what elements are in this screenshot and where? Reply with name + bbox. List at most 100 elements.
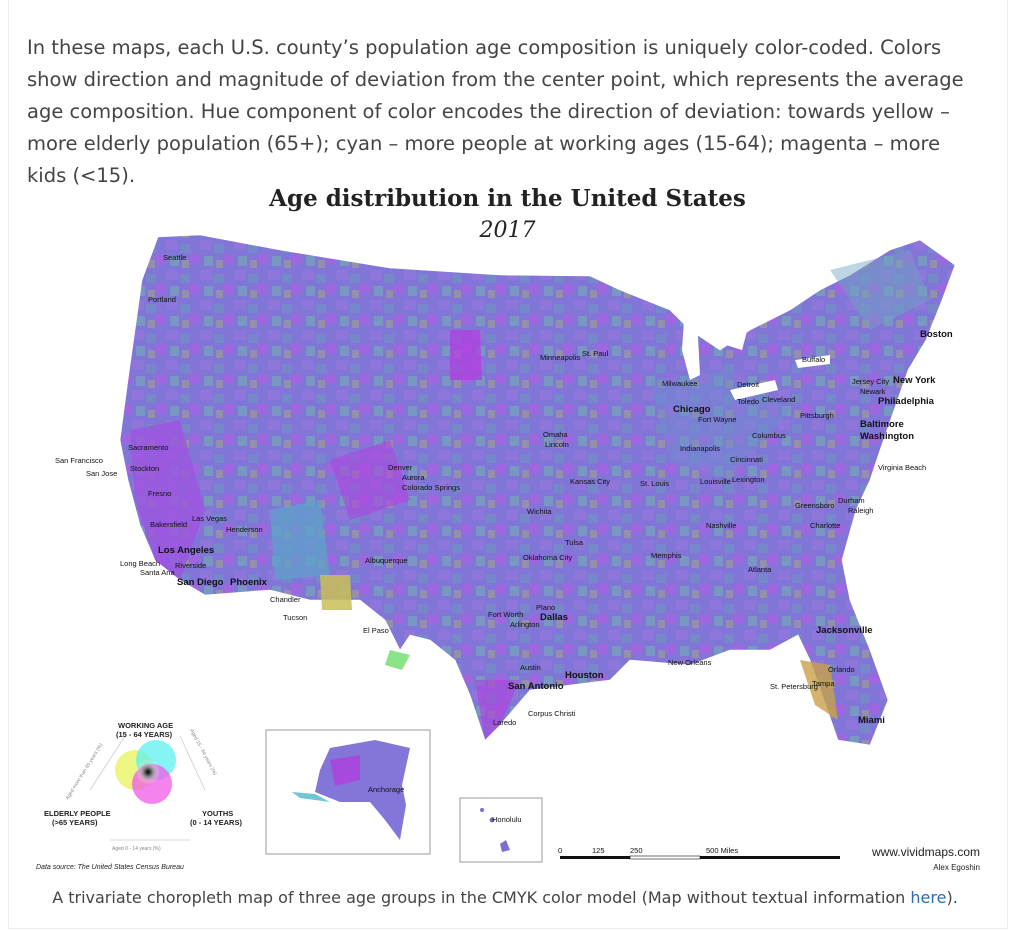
- credit-site: www.vividmaps.com: [871, 845, 980, 859]
- intro-paragraph: In these maps, each U.S. county’s popula…: [27, 35, 964, 187]
- city-label: Seattle: [163, 253, 186, 262]
- city-label: Henderson: [226, 525, 263, 534]
- city-label: New York: [893, 375, 936, 386]
- city-label: Columbus: [752, 431, 786, 440]
- city-label: New Orleans: [668, 658, 712, 667]
- city-labels: Seattle Portland San Francisco San Jose …: [55, 253, 953, 727]
- city-label: Baltimore: [860, 419, 904, 430]
- legend-elderly: ELDERLY PEOPLE: [44, 809, 111, 818]
- city-label: Houston: [565, 670, 604, 681]
- city-label: St. Paul: [582, 349, 609, 358]
- city-label: Detroit: [737, 380, 760, 389]
- city-label: Long Beach: [120, 559, 160, 568]
- city-label: Anchorage: [368, 785, 404, 794]
- us-map: Seattle Portland San Francisco San Jose …: [44, 234, 956, 863]
- city-label: Charlotte: [810, 521, 840, 530]
- hawaii-inset-frame: [459, 797, 543, 863]
- legend-working-age-range: (15 - 64 YEARS): [116, 730, 173, 739]
- city-label: Tucson: [283, 613, 307, 622]
- city-label: Riverside: [175, 561, 206, 570]
- city-label: Buffalo: [802, 355, 825, 364]
- city-label: San Antonio: [508, 681, 564, 692]
- city-label: Tulsa: [565, 538, 584, 547]
- scale-tick: 250: [630, 846, 643, 855]
- city-label: Los Angeles: [158, 545, 214, 556]
- city-label: Corpus Christi: [528, 709, 576, 718]
- city-label: Fresno: [148, 489, 171, 498]
- legend-axis-bottom: Aged 0 - 14 years (%): [112, 846, 161, 852]
- map-figure: Age distribution in the United States 20…: [30, 180, 985, 880]
- city-label: Philadelphia: [878, 396, 935, 407]
- city-label: San Francisco: [55, 456, 103, 465]
- city-label: Pittsburgh: [800, 411, 834, 420]
- city-label: Washington: [860, 431, 914, 442]
- city-label: Orlando: [828, 665, 855, 674]
- city-label: Cincinnati: [730, 455, 763, 464]
- city-label: Portland: [148, 295, 176, 304]
- legend-working-age: WORKING AGE: [118, 721, 173, 730]
- city-label: Albuquerque: [365, 556, 408, 565]
- city-label: St. Louis: [640, 479, 669, 488]
- city-label: Atlanta: [748, 565, 772, 574]
- city-label: Arlington: [510, 620, 540, 629]
- city-label: Laredo: [493, 718, 516, 727]
- figure-caption: A trivariate choropleth map of three age…: [0, 888, 1010, 907]
- city-label: Newark: [860, 387, 886, 396]
- city-label: Honolulu: [492, 815, 522, 824]
- content-card: [8, 0, 1008, 929]
- map-title: Age distribution in the United States: [269, 185, 746, 212]
- city-label: San Diego: [177, 577, 224, 588]
- city-label: Fort Wayne: [698, 415, 736, 424]
- city-label: Omaha: [543, 430, 568, 439]
- city-label: St. Petersburg: [770, 682, 818, 691]
- city-label: Durham: [838, 496, 865, 505]
- city-label: Tampa: [812, 679, 835, 688]
- city-label: Lincoln: [545, 440, 569, 449]
- city-label: Kansas City: [570, 477, 610, 486]
- city-label: Aurora: [402, 473, 425, 482]
- hawaii-shape: [500, 840, 510, 852]
- caption-link[interactable]: here: [910, 888, 947, 907]
- scale-tick: 0: [558, 846, 562, 855]
- caption-text: A trivariate choropleth map of three age…: [52, 888, 911, 907]
- city-label: Las Vegas: [192, 514, 227, 523]
- city-label: Greensboro: [795, 501, 835, 510]
- city-label: Jacksonville: [816, 625, 873, 636]
- city-label: Santa Ana: [140, 568, 175, 577]
- legend-youths-range: (0 - 14 YEARS): [190, 818, 242, 827]
- city-label: Boston: [920, 329, 953, 340]
- city-label: San Jose: [86, 469, 117, 478]
- city-label: El Paso: [363, 626, 389, 635]
- city-label: Miami: [858, 715, 885, 726]
- map-year: 2017: [479, 218, 536, 243]
- color-legend: WORKING AGE (15 - 64 YEARS) ELDERLY PEOP…: [44, 721, 242, 852]
- city-label: Jersey City: [852, 377, 889, 386]
- city-label: Minneapolis: [540, 353, 580, 362]
- scale-bar: 0 125 250 500 Miles: [558, 846, 840, 860]
- legend-axis-right: Aged 15 - 64 years (%): [188, 728, 218, 777]
- city-label: Sacramento: [128, 443, 168, 452]
- city-label: Plano: [536, 603, 555, 612]
- city-label: Toledo: [737, 397, 759, 406]
- city-label: Indianapolis: [680, 444, 720, 453]
- legend-axis-left: Aged more than 65 years (%): [65, 742, 105, 801]
- city-label: Nashville: [706, 521, 736, 530]
- city-label: Raleigh: [848, 506, 873, 515]
- city-label: Phoenix: [230, 577, 268, 588]
- scale-tick: 125: [592, 846, 605, 855]
- city-label: Louisville: [700, 477, 731, 486]
- city-label: Cleveland: [762, 395, 795, 404]
- scale-tick: 500 Miles: [706, 846, 738, 855]
- city-label: Dallas: [540, 612, 568, 623]
- center-point: [136, 760, 160, 784]
- caption-end: ).: [946, 888, 958, 907]
- city-label: Milwaukee: [662, 379, 697, 388]
- data-source: Data source: The United States Census Bu…: [36, 864, 184, 871]
- city-label: Wichita: [527, 507, 552, 516]
- city-label: Bakersfield: [150, 520, 187, 529]
- city-label: Oklahoma City: [523, 553, 572, 562]
- legend-youths: YOUTHS: [202, 809, 233, 818]
- city-label: Memphis: [651, 551, 682, 560]
- city-label: Lexington: [732, 475, 765, 484]
- city-label: Denver: [388, 463, 413, 472]
